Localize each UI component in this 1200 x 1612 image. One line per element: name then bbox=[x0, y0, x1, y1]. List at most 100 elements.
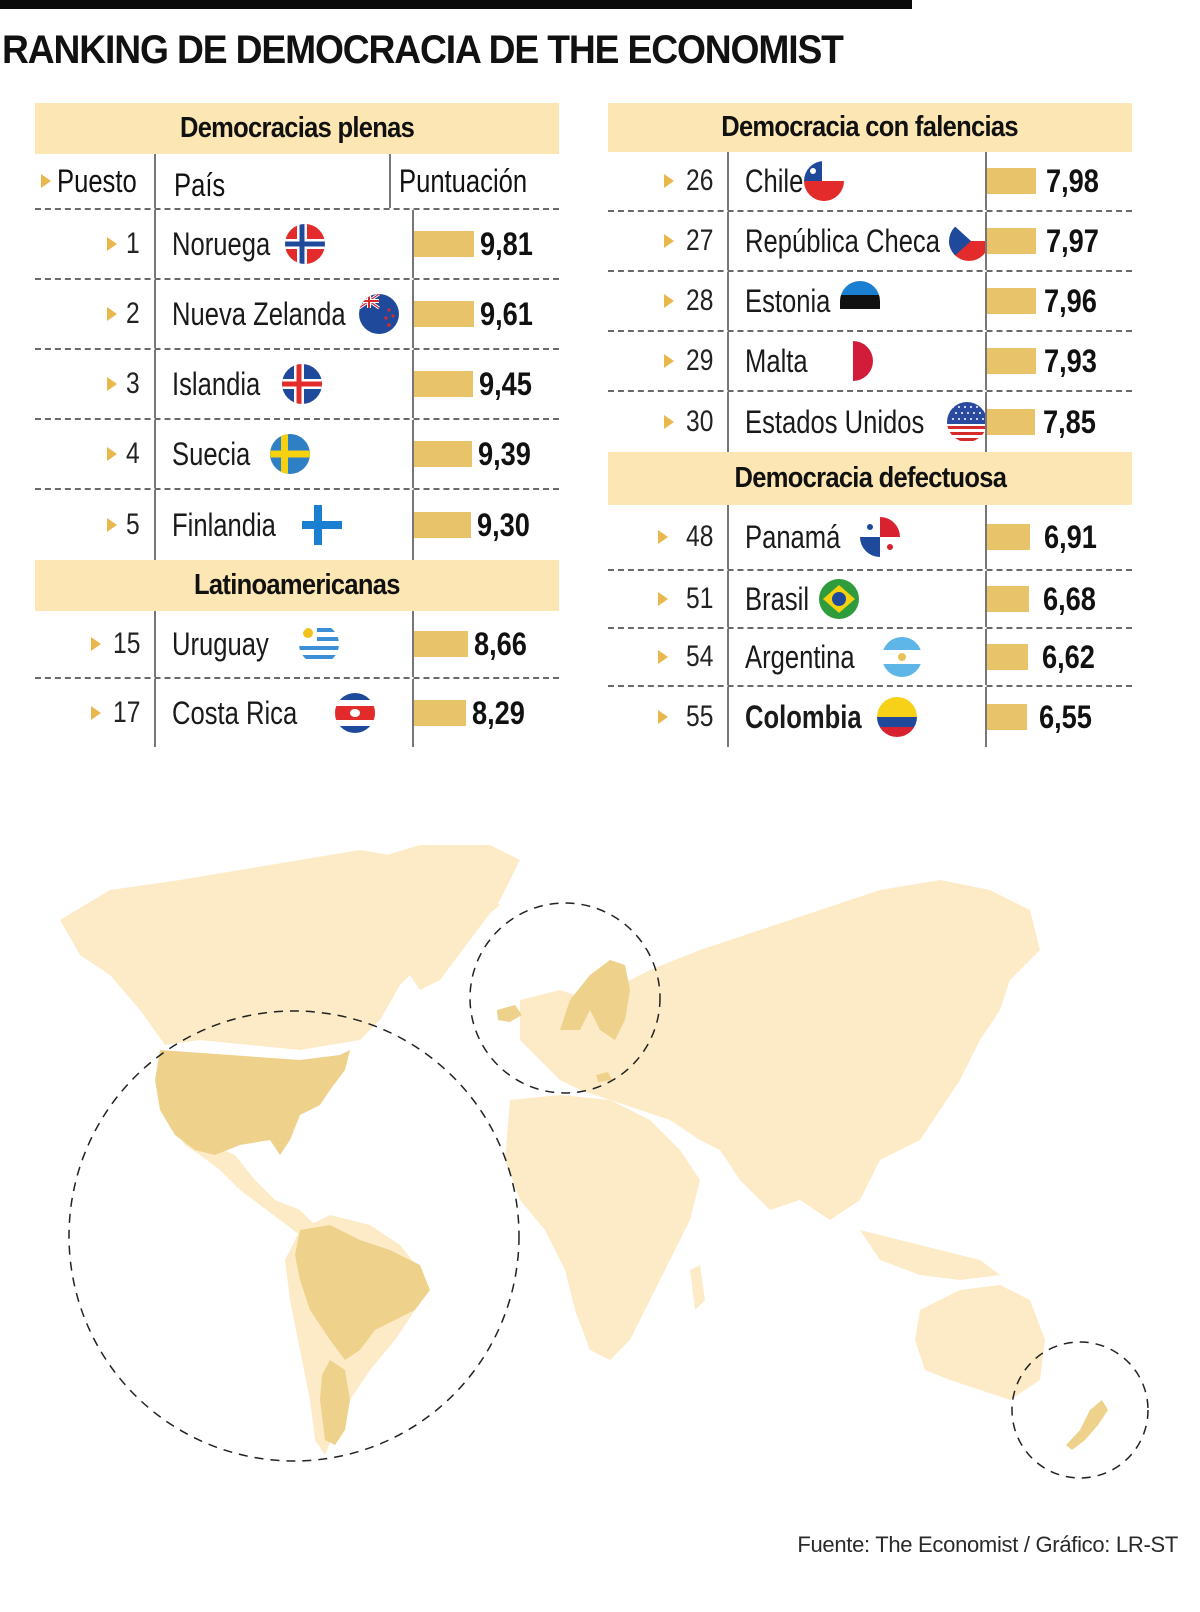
country-cell: Estonia bbox=[727, 272, 985, 330]
score-bar bbox=[414, 301, 474, 327]
country-cell: Malta bbox=[727, 332, 985, 390]
score-cell: 9,30 bbox=[412, 490, 539, 560]
triangle-icon bbox=[107, 237, 118, 251]
country-name: Finlandia bbox=[172, 506, 276, 543]
column-headers: Puesto País Puntuación bbox=[35, 154, 559, 210]
score-value: 6,62 bbox=[1042, 638, 1095, 675]
country-cell: Finlandia bbox=[154, 490, 412, 560]
score-value: 8,66 bbox=[474, 625, 527, 662]
rank-value: 51 bbox=[685, 582, 713, 615]
score-bar bbox=[987, 524, 1030, 550]
rank-value: 5 bbox=[126, 508, 140, 541]
score-bar bbox=[987, 409, 1035, 435]
score-cell: 9,61 bbox=[412, 280, 542, 348]
table-row: 1 Noruega 9,81 bbox=[35, 210, 559, 280]
triangle-icon bbox=[107, 377, 118, 391]
rank-cell: 15 bbox=[35, 627, 154, 661]
score-bar bbox=[987, 348, 1036, 374]
country-name: Suecia bbox=[172, 435, 251, 472]
score-cell: 8,29 bbox=[412, 679, 534, 747]
table-row: 17 Costa Rica 8,29 bbox=[35, 679, 559, 747]
rank-cell: 48 bbox=[608, 520, 727, 554]
new-zealand-flag-icon bbox=[359, 294, 400, 334]
triangle-icon bbox=[663, 294, 674, 308]
country-name: Chile bbox=[745, 162, 804, 199]
section-title: Latinoamericanas bbox=[194, 569, 400, 601]
table-row: 26 Chile 7,98 bbox=[608, 152, 1132, 212]
score-cell: 6,62 bbox=[985, 629, 1104, 685]
score-cell: 7,98 bbox=[985, 152, 1108, 210]
rank-cell: 29 bbox=[608, 344, 727, 378]
score-cell: 9,45 bbox=[412, 350, 541, 418]
rank-cell: 28 bbox=[608, 284, 727, 318]
section-header-defectuosa: Democracia defectuosa bbox=[608, 452, 1132, 505]
source-credit: Fuente: The Economist / Gráfico: LR-ST bbox=[797, 1532, 1178, 1557]
triangle-icon bbox=[663, 234, 674, 248]
score-value: 6,91 bbox=[1044, 518, 1097, 555]
table-row: 15 Uruguay 8,66 bbox=[35, 611, 559, 679]
rank-cell: 2 bbox=[35, 297, 154, 331]
country-name: Noruega bbox=[172, 225, 271, 262]
table-row: 5 Finlandia 9,30 bbox=[35, 490, 559, 560]
estonia-flag-icon bbox=[839, 281, 880, 321]
country-cell: Noruega bbox=[154, 210, 412, 278]
country-cell: Chile bbox=[727, 152, 985, 210]
score-cell: 9,81 bbox=[412, 210, 542, 278]
rank-value: 1 bbox=[126, 227, 140, 260]
triangle-icon bbox=[663, 174, 674, 188]
colombia-flag-icon bbox=[876, 697, 917, 737]
score-cell: 7,97 bbox=[985, 212, 1108, 270]
table-row: 3 Islandia 9,45 bbox=[35, 350, 559, 420]
score-cell: 9,39 bbox=[412, 420, 540, 488]
rank-value: 4 bbox=[126, 437, 140, 470]
country-name: Estados Unidos bbox=[745, 403, 925, 440]
table-row: 30 Estados Unidos 7,85 bbox=[608, 392, 1132, 452]
score-value: 7,85 bbox=[1043, 403, 1096, 440]
score-value: 7,98 bbox=[1046, 162, 1099, 199]
table-row: 27 República Checa 7,97 bbox=[608, 212, 1132, 272]
score-value: 7,97 bbox=[1046, 222, 1099, 259]
triangle-icon bbox=[657, 710, 668, 724]
country-cell: Argentina bbox=[727, 629, 985, 685]
country-cell: Suecia bbox=[154, 420, 412, 488]
triangle-icon bbox=[663, 354, 674, 368]
score-cell: 6,91 bbox=[985, 505, 1106, 569]
score-value: 9,81 bbox=[480, 225, 533, 262]
country-name: Costa Rica bbox=[172, 694, 298, 731]
score-value: 8,29 bbox=[472, 694, 525, 731]
rank-value: 54 bbox=[685, 640, 713, 673]
column-header-rank: Puesto bbox=[35, 163, 154, 200]
score-value: 7,96 bbox=[1044, 282, 1097, 319]
score-bar bbox=[987, 168, 1036, 194]
title-rule bbox=[0, 0, 912, 9]
iceland-flag-icon bbox=[282, 364, 323, 404]
panel-left: Democracias plenas Puesto País Puntuació… bbox=[35, 103, 559, 747]
brazil-flag-icon bbox=[819, 579, 860, 619]
country-name: Colombia bbox=[745, 698, 862, 735]
score-value: 9,30 bbox=[477, 506, 530, 543]
table-row: 29 Malta 7,93 bbox=[608, 332, 1132, 392]
rank-value: 30 bbox=[685, 405, 713, 438]
triangle-icon bbox=[107, 518, 118, 532]
country-cell: Estados Unidos bbox=[727, 392, 988, 452]
table-row: 4 Suecia 9,39 bbox=[35, 420, 559, 490]
score-bar bbox=[987, 288, 1036, 314]
rank-value: 2 bbox=[126, 297, 140, 330]
country-cell: Uruguay bbox=[154, 611, 412, 677]
column-header-country: País bbox=[154, 154, 389, 208]
score-bar bbox=[987, 586, 1029, 612]
country-name: Estonia bbox=[745, 282, 831, 319]
rank-value: 3 bbox=[126, 367, 140, 400]
score-bar bbox=[414, 231, 474, 257]
triangle-icon bbox=[41, 174, 51, 188]
score-value: 9,39 bbox=[478, 435, 531, 472]
section-title: Democracias plenas bbox=[179, 112, 415, 144]
rank-cell: 26 bbox=[608, 164, 727, 198]
rank-cell: 30 bbox=[608, 405, 727, 439]
score-bar bbox=[987, 704, 1027, 730]
rank-cell: 4 bbox=[35, 437, 154, 471]
country-name: República Checa bbox=[745, 222, 940, 259]
triangle-icon bbox=[657, 650, 668, 664]
panama-flag-icon bbox=[860, 517, 901, 557]
score-value: 9,45 bbox=[479, 365, 532, 402]
